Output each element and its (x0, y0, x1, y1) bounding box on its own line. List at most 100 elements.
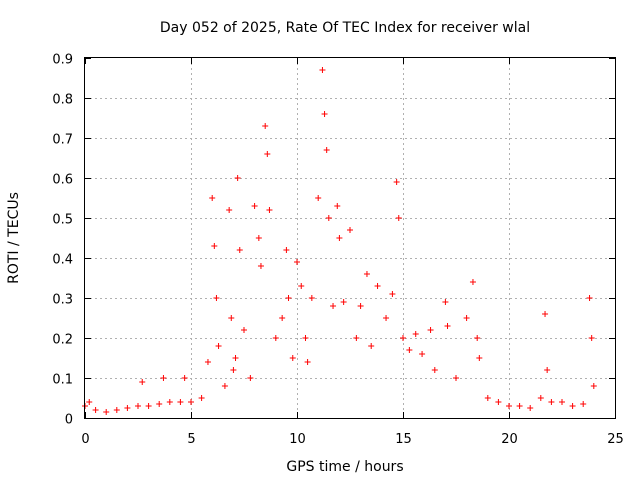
data-point (266, 207, 273, 213)
y-tick-label: 0.8 (52, 93, 73, 108)
data-point (506, 403, 512, 409)
data-point (215, 343, 222, 349)
data-point (336, 235, 343, 241)
data-point (548, 399, 555, 405)
data-point (285, 295, 292, 301)
x-axis-label: GPS time / hours (286, 459, 403, 475)
data-point (257, 263, 264, 269)
data-point (181, 375, 188, 381)
data-point (323, 147, 330, 153)
data-point (177, 399, 184, 405)
data-point (198, 395, 205, 401)
data-point (340, 299, 347, 305)
data-point (304, 359, 311, 365)
y-tick-label: 0.1 (52, 373, 73, 388)
data-point (469, 279, 476, 285)
data-point (590, 383, 597, 389)
data-point (495, 399, 502, 405)
data-point (586, 295, 593, 301)
data-point (321, 111, 328, 117)
y-tick-label: 0.5 (52, 213, 73, 228)
data-point (544, 367, 551, 373)
data-point (145, 403, 152, 409)
data-point (308, 295, 315, 301)
data-point (406, 347, 413, 353)
plot-frame (84, 57, 616, 419)
data-point (294, 259, 300, 265)
grid (85, 58, 615, 418)
data-point (103, 409, 110, 415)
data-point (247, 375, 254, 381)
data-point (334, 203, 341, 209)
data-point (315, 195, 322, 201)
data-point (262, 123, 269, 129)
y-tick-label: 0.2 (52, 333, 73, 348)
data-point (232, 355, 239, 361)
data-point (135, 403, 141, 409)
data-point (412, 331, 419, 337)
data-point (400, 335, 406, 341)
x-tick-label: 0 (81, 432, 89, 447)
data-point (302, 335, 309, 341)
data-point (427, 327, 434, 333)
data-point (516, 403, 523, 409)
data-point (527, 405, 534, 411)
data-point (444, 323, 451, 329)
data-point (279, 315, 286, 321)
data-point (188, 399, 194, 405)
data-point (368, 343, 375, 349)
x-tick-label: 10 (289, 432, 306, 447)
data-point (442, 299, 449, 305)
data-point (474, 335, 481, 341)
data-point (213, 295, 220, 301)
data-point (160, 375, 167, 381)
data-point (86, 399, 93, 405)
data-point (221, 383, 228, 389)
data-point (234, 175, 241, 181)
x-tick-label: 5 (187, 432, 195, 447)
y-tick-label: 0.6 (52, 173, 73, 188)
data-point (139, 379, 146, 385)
y-tick-label: 0.4 (52, 253, 73, 268)
data-point (209, 195, 216, 201)
data-point (92, 407, 99, 413)
data-point (226, 207, 233, 213)
data-point (241, 327, 247, 333)
data-point (283, 247, 290, 253)
data-point (476, 355, 483, 361)
y-tick-label: 0.9 (52, 53, 73, 68)
data-point (236, 247, 243, 253)
y-tick-label: 0.3 (52, 293, 73, 308)
data-point (204, 359, 211, 365)
data-point (347, 227, 353, 233)
data-point (289, 355, 296, 361)
x-tick-label: 25 (607, 432, 624, 447)
data-point (251, 203, 258, 209)
data-point (419, 351, 426, 357)
x-tick-label: 15 (395, 432, 412, 447)
data-point (559, 399, 565, 405)
data-point (319, 67, 326, 73)
data-point (272, 335, 279, 341)
data-point (363, 271, 370, 277)
chart-title: Day 052 of 2025, Rate Of TEC Index for r… (160, 20, 530, 36)
data-point (431, 367, 438, 373)
data-point (542, 311, 549, 317)
data-points (82, 67, 597, 415)
data-point (580, 401, 587, 407)
data-point (228, 315, 235, 321)
data-point (484, 395, 491, 401)
data-point (298, 283, 305, 289)
data-point (453, 375, 459, 381)
data-point (124, 405, 131, 411)
data-point (395, 215, 402, 221)
y-tick-label: 0 (65, 413, 73, 428)
data-point (325, 215, 332, 221)
data-point (393, 179, 400, 185)
data-point (264, 151, 271, 157)
data-point (389, 291, 396, 297)
data-point (537, 395, 544, 401)
y-axis-label: ROTI / TECUs (6, 192, 22, 284)
data-point (353, 335, 360, 341)
